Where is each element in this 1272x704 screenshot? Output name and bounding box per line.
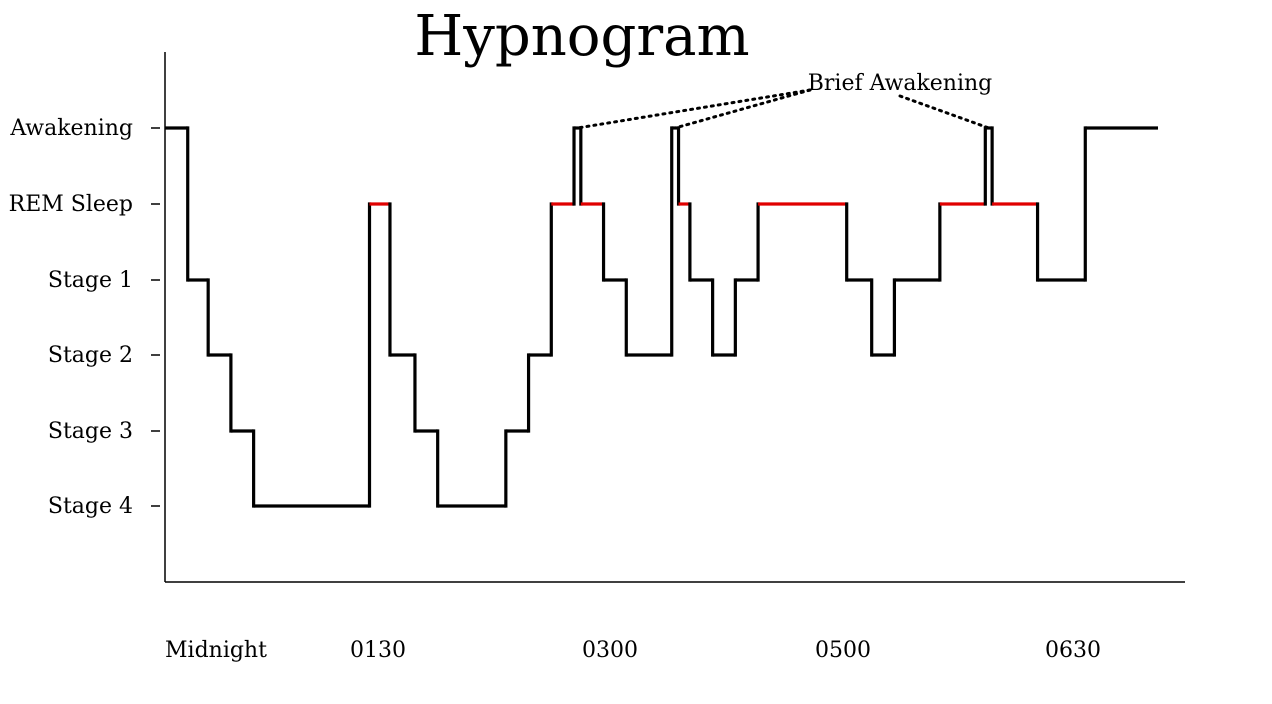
x-axis-labels: Midnight 0130 0300 0500 0630 [165,638,1101,663]
annotation-leader-line [575,88,812,130]
y-tick-label: Stage 4 [48,494,133,519]
chart-title: Hypnogram [414,4,749,69]
x-tick-label: 0500 [815,638,871,663]
y-tick-label: REM Sleep [9,192,133,217]
annotation-group: Brief Awakening [575,71,993,130]
x-tick-label: 0130 [350,638,406,663]
annotation-leader-line [673,88,812,130]
x-tick-label: 0630 [1045,638,1101,663]
chart-axes [151,52,1185,583]
y-axis-labels: Awakening REM Sleep Stage 1 Stage 2 Stage 3 S… [9,116,133,519]
annotation-label: Brief Awakening [808,71,993,96]
y-tick-label: Stage 1 [48,268,133,293]
y-tick-label: Stage 3 [48,419,133,444]
y-tick-label: Awakening [9,116,133,141]
sleep-stage-series [165,126,1158,508]
x-tick-label: 0300 [582,638,638,663]
annotation-leader-line [898,94,991,130]
y-tick-label: Stage 2 [48,343,133,368]
x-tick-label: Midnight [165,638,267,663]
